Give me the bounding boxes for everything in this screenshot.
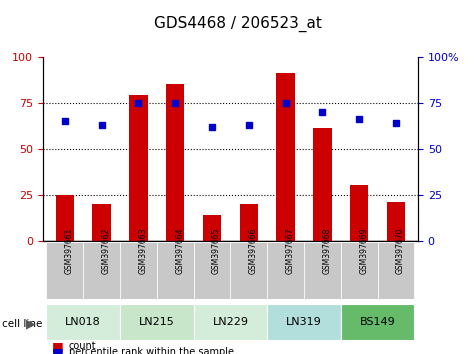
FancyBboxPatch shape [194, 242, 230, 299]
FancyBboxPatch shape [341, 304, 414, 340]
Bar [93, 204, 111, 241]
Bar [166, 84, 184, 241]
Bar [276, 73, 295, 241]
Text: LN018: LN018 [66, 317, 101, 327]
Text: ▶: ▶ [26, 318, 36, 330]
Text: LN319: LN319 [286, 317, 322, 327]
Bar [129, 95, 148, 241]
Text: percentile rank within the sample: percentile rank within the sample [69, 347, 234, 354]
Bar [350, 185, 368, 241]
Text: GSM397663: GSM397663 [138, 228, 147, 274]
FancyBboxPatch shape [378, 242, 414, 299]
Bar [56, 195, 74, 241]
Text: BS149: BS149 [360, 317, 395, 327]
Text: ■: ■ [52, 340, 64, 353]
Text: GSM397667: GSM397667 [285, 228, 294, 274]
Bar [387, 202, 405, 241]
FancyBboxPatch shape [304, 242, 341, 299]
FancyBboxPatch shape [341, 242, 378, 299]
Text: GSM397662: GSM397662 [102, 228, 111, 274]
Text: ■: ■ [52, 346, 64, 354]
Bar [313, 129, 332, 241]
FancyBboxPatch shape [83, 242, 120, 299]
FancyBboxPatch shape [120, 304, 194, 340]
Text: GSM397668: GSM397668 [323, 228, 332, 274]
FancyBboxPatch shape [230, 242, 267, 299]
FancyBboxPatch shape [47, 304, 120, 340]
Text: GDS4468 / 206523_at: GDS4468 / 206523_at [153, 16, 322, 32]
FancyBboxPatch shape [120, 242, 157, 299]
FancyBboxPatch shape [267, 242, 304, 299]
FancyBboxPatch shape [194, 304, 267, 340]
Text: LN215: LN215 [139, 317, 175, 327]
Bar [203, 215, 221, 241]
FancyBboxPatch shape [47, 242, 83, 299]
Text: cell line: cell line [2, 319, 43, 329]
Text: GSM397664: GSM397664 [175, 228, 184, 274]
FancyBboxPatch shape [267, 304, 341, 340]
FancyBboxPatch shape [157, 242, 194, 299]
Text: GSM397669: GSM397669 [359, 228, 368, 274]
Text: GSM397665: GSM397665 [212, 228, 221, 274]
Bar [239, 204, 258, 241]
Text: GSM397670: GSM397670 [396, 228, 405, 274]
Text: GSM397661: GSM397661 [65, 228, 74, 274]
Text: LN229: LN229 [212, 317, 248, 327]
Text: count: count [69, 341, 96, 351]
Text: GSM397666: GSM397666 [249, 228, 258, 274]
